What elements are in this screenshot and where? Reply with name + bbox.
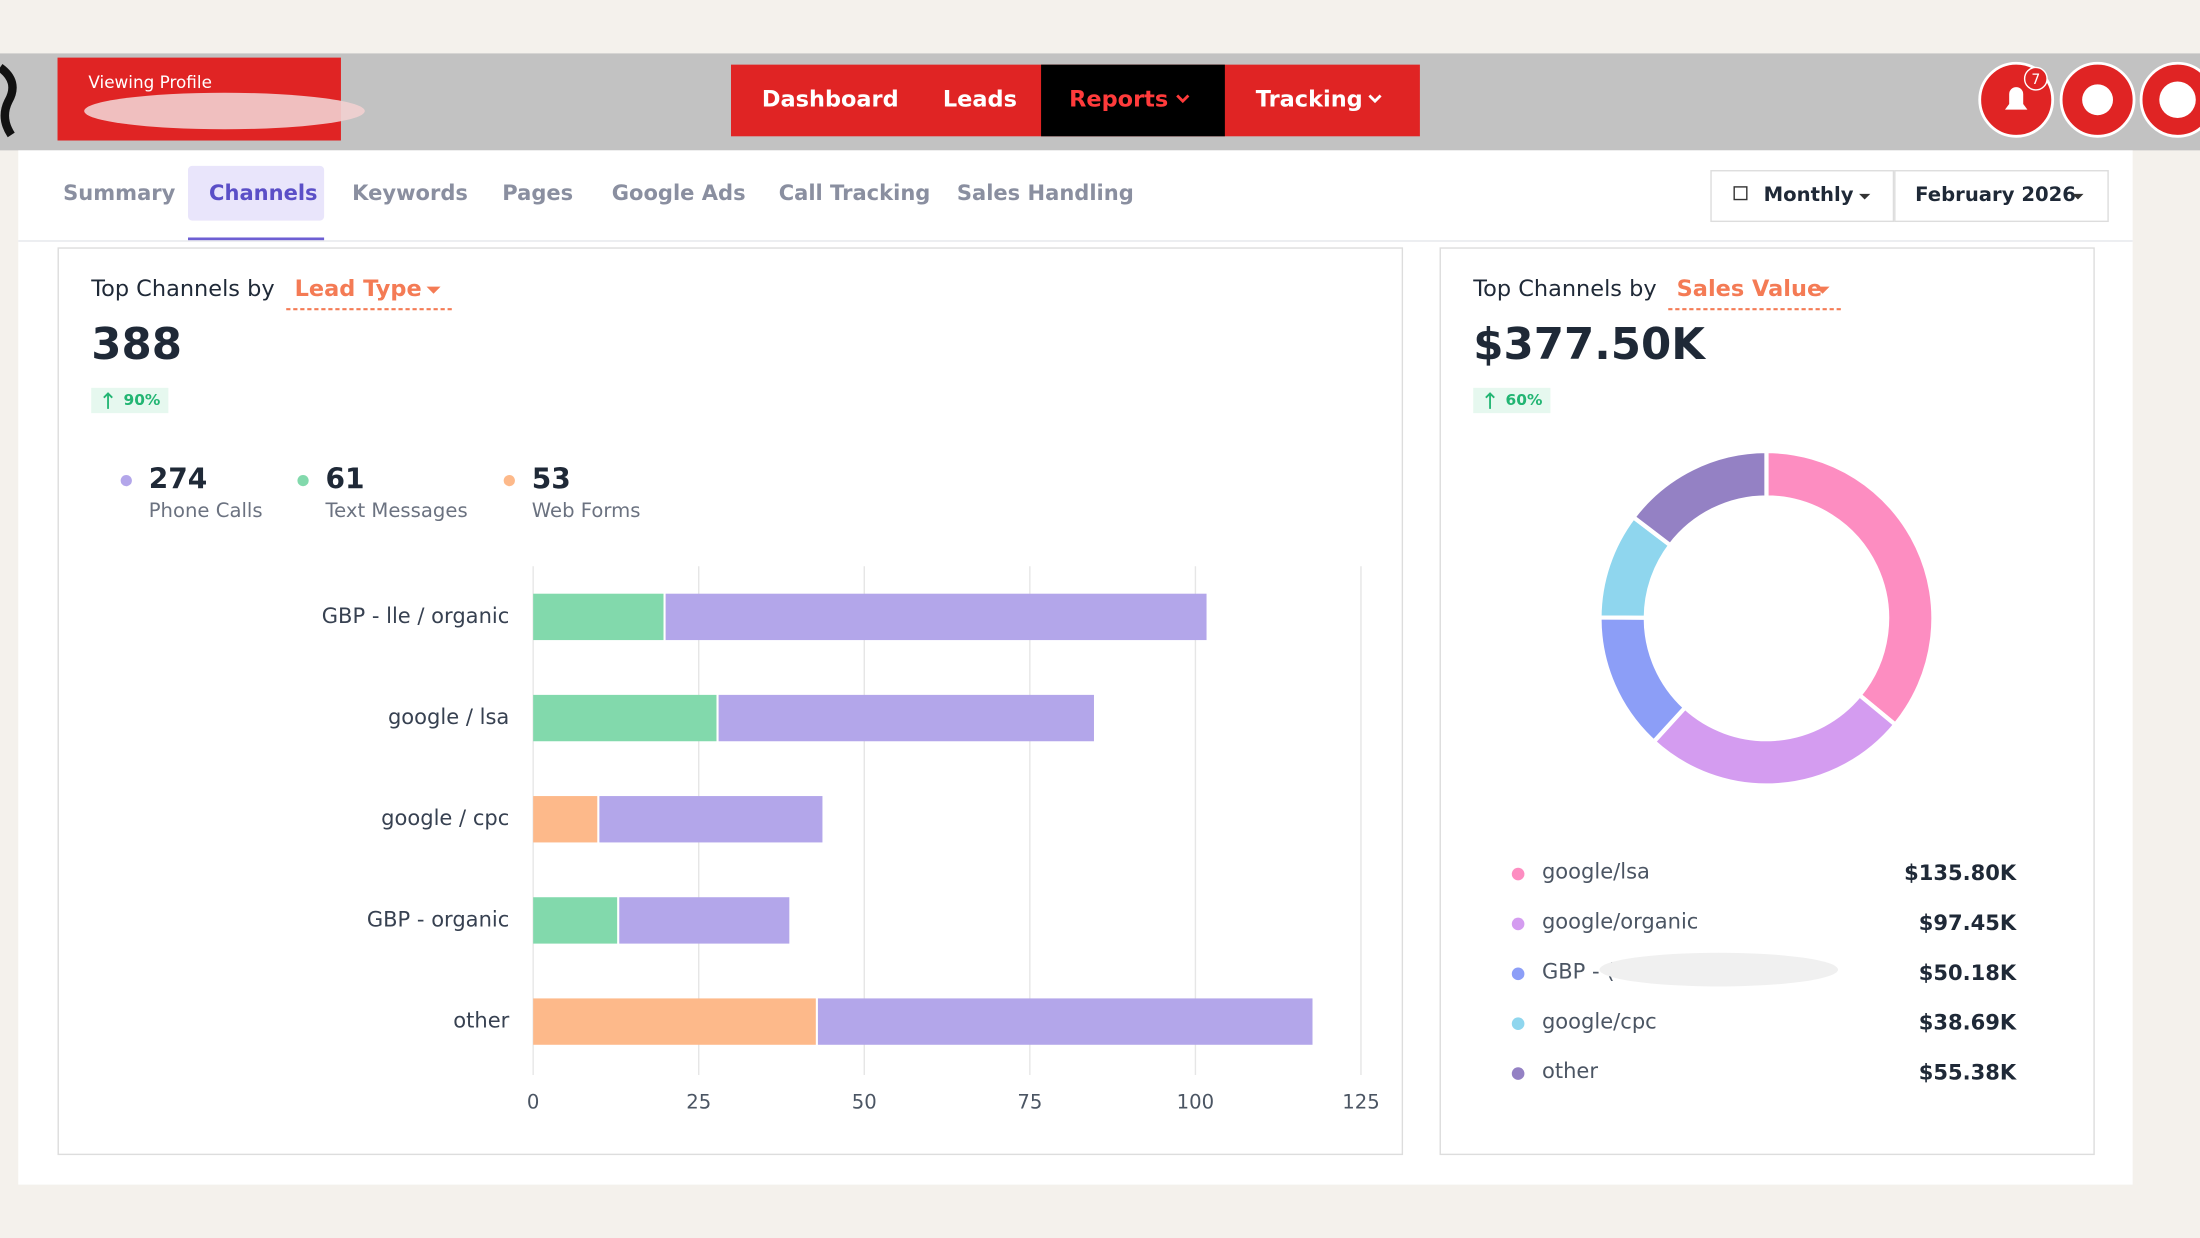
redacted [1599, 952, 1839, 987]
x-tick-label: 75 [1017, 1091, 1042, 1114]
tab[interactable]: Keywords [352, 180, 468, 205]
nav-item[interactable]: Leads [943, 86, 1017, 112]
legend-label: Phone Calls [149, 499, 263, 522]
tab[interactable]: Summary [63, 180, 175, 205]
up-arrow [1485, 392, 1495, 409]
tab[interactable]: Call Tracking [779, 180, 931, 205]
legend-dot [1511, 967, 1525, 981]
notification-count: 7 [2031, 72, 2040, 88]
donut-slice [1630, 448, 1769, 549]
nav-active[interactable] [1041, 64, 1225, 137]
y-tick-label: GBP - lle / organic [322, 603, 510, 628]
x-tick-label: 100 [1177, 1091, 1214, 1114]
change-badge [91, 387, 169, 414]
change: 90% [123, 391, 160, 409]
legend-dot [1511, 1067, 1525, 1080]
bell-icon [2004, 87, 2028, 110]
value-label: $38.69K [1919, 1010, 2017, 1035]
logo [0, 64, 17, 138]
card-selector: Lead Type [295, 276, 422, 302]
chevron [1176, 94, 1190, 104]
legend-total: 274 [149, 463, 208, 496]
x-tick-label: 50 [852, 1091, 877, 1114]
card-total: $377.50K [1473, 320, 1707, 370]
nav-item[interactable]: Tracking [1256, 86, 1363, 112]
bar-segment [817, 998, 1313, 1045]
legend-label: google/lsa [1542, 859, 1650, 884]
caret [1815, 286, 1830, 294]
legend-label: google/organic [1542, 909, 1698, 934]
legend-label: Web Forms [532, 499, 641, 522]
card-title: Top Channels by [1472, 276, 1656, 302]
tab-underline [188, 237, 325, 241]
chevron [1368, 94, 1382, 104]
change-badge [1473, 387, 1551, 414]
profile-label: Viewing Profile [88, 72, 212, 92]
tab[interactable]: Sales Handling [957, 180, 1134, 205]
up-arrow [103, 392, 113, 409]
legend-label: other [1542, 1058, 1598, 1083]
caret [426, 286, 441, 294]
legend-dot [297, 474, 309, 487]
help-icon [2082, 84, 2114, 116]
legend-total: 61 [326, 463, 365, 496]
bar-segment [718, 694, 1094, 742]
tab-active-bg [188, 165, 325, 221]
bar-segment [533, 897, 618, 944]
calendar-icon [1733, 186, 1748, 201]
bar-segment [533, 998, 816, 1045]
badge [2023, 66, 2048, 91]
bar-segment [619, 897, 790, 944]
nav-item[interactable]: Reports [1069, 86, 1168, 112]
tab[interactable]: Google Ads [612, 180, 746, 205]
nav-item[interactable]: Dashboard [762, 86, 899, 112]
tab[interactable]: Pages [502, 180, 573, 205]
legend-dot [1511, 867, 1525, 881]
date-filter[interactable] [1894, 170, 2109, 223]
y-tick-label: other [453, 1008, 509, 1033]
legend-label: google/cpc [1542, 1008, 1657, 1033]
value-label: $50.18K [1919, 960, 2017, 985]
y-tick-label: google / cpc [381, 805, 509, 830]
bar-segment [665, 593, 1207, 641]
bar-segment [533, 796, 598, 843]
x-tick-label: 0 [527, 1091, 539, 1114]
tab[interactable]: Channels [209, 180, 318, 205]
caret [1859, 193, 1871, 200]
bar-segment [533, 593, 664, 641]
donut-slice [1764, 448, 1936, 728]
divider [18, 240, 2133, 242]
card-title: Top Channels by [90, 276, 274, 302]
legend-dot [503, 474, 515, 487]
y-tick-label: google / lsa [388, 704, 509, 729]
legend-dot [1511, 917, 1525, 931]
x-tick-label: 25 [686, 1091, 711, 1114]
bar-segment [533, 694, 717, 742]
change: 60% [1505, 391, 1542, 409]
x-tick-label: 125 [1342, 1091, 1379, 1114]
legend-label: Text Messages [325, 499, 468, 522]
date: February 2026 [1915, 183, 2076, 206]
value-label: $135.80K [1904, 860, 2017, 885]
legend-dot [1511, 1017, 1525, 1031]
account-icon [2159, 81, 2196, 119]
caret [2072, 193, 2084, 200]
card-total: 388 [91, 320, 182, 370]
value-label: $97.45K [1919, 910, 2017, 935]
legend-dot [120, 474, 132, 487]
bar-segment [599, 796, 823, 843]
redacted [84, 92, 365, 130]
card-selector: Sales Value [1677, 276, 1823, 302]
legend-total: 53 [532, 463, 571, 496]
y-tick-label: GBP - organic [367, 906, 509, 931]
value-label: $55.38K [1919, 1060, 2017, 1085]
period: Monthly [1764, 183, 1854, 206]
